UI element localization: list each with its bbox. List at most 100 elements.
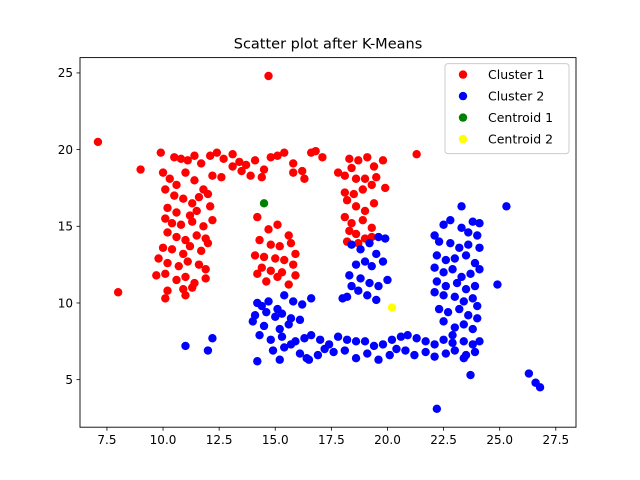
legend-marker-1 <box>458 70 468 79</box>
series-4 <box>387 303 397 312</box>
series-2-point-89 <box>345 271 354 280</box>
series-1-point-82 <box>163 286 172 295</box>
series-2-point-53 <box>468 340 477 349</box>
series-1-point-58 <box>208 215 217 225</box>
series-2-point-29 <box>284 320 293 329</box>
series-1-point-93 <box>275 242 284 251</box>
series-2-point-104 <box>464 228 473 237</box>
series-2-point-133 <box>434 304 444 314</box>
series-1-point-29 <box>165 174 174 183</box>
series-1-point-47 <box>203 189 213 199</box>
series-2-point-58 <box>295 349 305 358</box>
legend-marker-4 <box>458 134 468 144</box>
series-2-point-8 <box>203 346 213 355</box>
series-1-point-134 <box>351 229 361 239</box>
series-1-point-12 <box>205 151 215 160</box>
series-1-point-28 <box>158 168 168 177</box>
series-2-point-22 <box>271 312 280 321</box>
series-2-point-110 <box>475 243 484 252</box>
series-2-point-6 <box>493 280 502 289</box>
series-1-point-64 <box>158 243 168 252</box>
series-2-point-70 <box>410 350 419 360</box>
series-1-point-132 <box>367 223 376 233</box>
series-1-point-34 <box>208 171 217 180</box>
series-1-point-45 <box>188 199 197 208</box>
series-2-point-42 <box>369 341 379 351</box>
series-2-point-75 <box>461 350 471 360</box>
series-2-point-41 <box>360 337 370 346</box>
series-2-point-141 <box>468 324 477 334</box>
series-2-point-131 <box>468 294 477 303</box>
series-1-point-70 <box>154 254 163 263</box>
series-1-point-44 <box>179 194 188 203</box>
series-1-point-75 <box>201 265 210 274</box>
series-2-point-88 <box>351 260 361 269</box>
series-1-point-26 <box>311 146 320 156</box>
series-1-point-60 <box>172 232 181 242</box>
series-1-point-4 <box>136 165 145 174</box>
series-1-point-10 <box>190 151 199 160</box>
series-2-point-21 <box>262 307 271 317</box>
series-2-point-10 <box>466 370 475 380</box>
series-2-point-65 <box>363 349 372 358</box>
series-2-point-137 <box>473 314 482 323</box>
series-1-point-111 <box>347 163 356 173</box>
series-2-point-73 <box>441 349 451 358</box>
series-2-point-105 <box>473 231 482 240</box>
series-2-point-83 <box>381 234 390 243</box>
series-2-point-76 <box>470 347 480 357</box>
series-1-point-96 <box>259 252 269 262</box>
series-2-point-125 <box>461 284 471 294</box>
series-2-point-121 <box>475 265 484 274</box>
series-1-point-39 <box>257 173 266 182</box>
series-1-point-106 <box>284 280 293 289</box>
series-1-point-112 <box>354 156 363 165</box>
series-2-point-106 <box>434 237 444 246</box>
series-2-point-16 <box>280 291 289 300</box>
series-2-point-45 <box>396 332 406 341</box>
series-2-point-18 <box>297 300 307 309</box>
series-2-point-144 <box>457 202 466 211</box>
series-2-point-71 <box>421 347 430 357</box>
series-1-point-129 <box>340 212 350 222</box>
series-1-point-130 <box>347 219 356 228</box>
series-2-point-46 <box>403 330 412 340</box>
points-layer <box>93 71 545 413</box>
y-tick-label: 5 <box>65 373 73 387</box>
series-1-point-30 <box>172 180 181 190</box>
series-1-point-121 <box>340 188 350 197</box>
series-1-point-1 <box>264 71 273 81</box>
series-2-point-51 <box>448 338 457 348</box>
series-1-point-128 <box>369 199 379 208</box>
x-tick-label: 12.5 <box>206 433 233 447</box>
x-tick-label: 17.5 <box>318 433 345 447</box>
series-1-point-27 <box>318 153 327 162</box>
series-2-point-52 <box>459 337 468 346</box>
series-1-point-66 <box>179 249 188 259</box>
series-2-point-139 <box>450 323 460 332</box>
series-2-point-82 <box>374 232 383 242</box>
series-2-point-77 <box>304 355 314 364</box>
series-1-point-16 <box>235 157 244 167</box>
series-1-point-53 <box>161 214 170 223</box>
series-1-point-131 <box>358 215 367 225</box>
x-tick-label: 15.0 <box>262 433 289 447</box>
series-1-point-51 <box>192 206 201 216</box>
series-2-point-27 <box>259 321 269 331</box>
series-4-point-1 <box>387 303 397 312</box>
series-2-point-78 <box>275 355 284 364</box>
series-1-point-100 <box>257 263 266 272</box>
series-1-point-97 <box>271 254 280 263</box>
series-2-point-66 <box>374 355 383 364</box>
series-1-point-114 <box>369 162 379 171</box>
series-1-point-24 <box>297 166 307 176</box>
series-1-point-21 <box>273 151 282 160</box>
series-2-point-40 <box>351 337 361 346</box>
legend-label-4: Centroid 2 <box>488 132 553 147</box>
series-2-point-25 <box>295 315 305 325</box>
series-1-point-59 <box>163 228 172 237</box>
series-2-point-69 <box>401 346 410 355</box>
series-1-point-57 <box>199 222 208 231</box>
series-1-point-31 <box>181 168 190 177</box>
series-1-point-85 <box>161 294 170 303</box>
